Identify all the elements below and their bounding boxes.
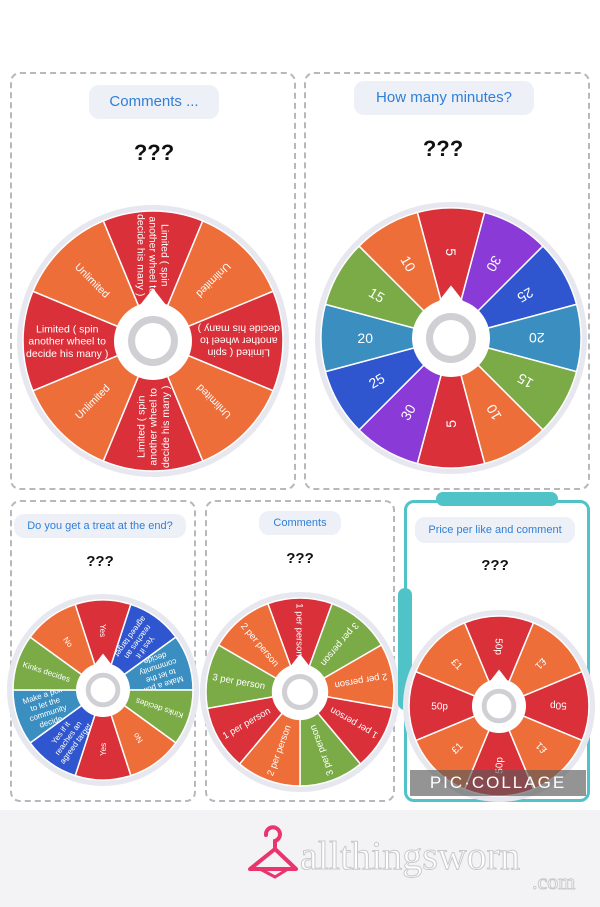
wheel-segment-label: Limited ( spinanother wheel todecide his… [136, 386, 172, 468]
footer-brand: allthingsworn [300, 833, 521, 879]
wheel-segment-label: 30 [483, 253, 505, 275]
wheel-segment [151, 219, 275, 343]
selection-handle-top[interactable] [436, 492, 558, 506]
wheel-hub [114, 302, 192, 380]
wheel-segment-label: 10 [483, 401, 505, 423]
wheel-hub-ring [128, 316, 178, 366]
wheel-segment [31, 219, 155, 343]
treat-label-pill: Do you get a treat at the end? [14, 514, 186, 538]
wheel-segment [414, 621, 501, 708]
comments-result: ??? [133, 140, 175, 165]
treat-result: ??? [86, 553, 114, 570]
wheel-segment [266, 597, 334, 695]
wheel-segment [151, 339, 275, 463]
wheel-segment-label: 20 [529, 330, 545, 346]
comments2-result: ??? [286, 550, 314, 567]
price-result: ??? [481, 557, 509, 574]
wheel-segment [298, 690, 394, 766]
pic-collage-watermark: PIC·COLLAGE [410, 770, 586, 796]
wheel-pointer-icon [437, 285, 465, 303]
comments-label-pill: Comments ... [89, 85, 219, 119]
wheel-segment-label: 10 [397, 253, 419, 275]
wheel-pointer-icon [93, 653, 113, 666]
wheel-segment [31, 339, 155, 463]
top-band [0, 0, 600, 60]
wheel-pointer-icon [139, 288, 167, 306]
wheel-segment-label: 5 [443, 420, 459, 428]
wheel-segment-label: Limited ( spinanother wheel todecide his… [198, 322, 280, 358]
wheel-segment-label: 50p [493, 638, 504, 655]
footer-bar [0, 810, 600, 907]
wheel-segment [497, 670, 590, 742]
wheel-segment-label: 1 per person [294, 603, 305, 656]
minutes-wheel[interactable]: 5 30 25 20 15 10 5 30 25 20 15 10 [311, 198, 591, 478]
minutes-label-pill: How many minutes? [354, 81, 534, 115]
wheel-hub [271, 663, 329, 721]
wheel-hub-ring [85, 672, 121, 708]
wheel-hub-ring [426, 313, 476, 363]
wheel-segment [206, 690, 302, 766]
wheel-segment-label: 15 [514, 370, 536, 392]
wheel-segment-label: Yes [98, 624, 107, 637]
wheel-segment-label: 50p [495, 757, 506, 774]
wheel-hub-ring [281, 673, 319, 711]
hanger-logo-icon [248, 825, 298, 879]
wheel-segment [217, 602, 302, 694]
wheel-segment [22, 290, 155, 392]
wheel-segment-label: 5 [443, 248, 459, 256]
wheel-segment-label: Yes [99, 743, 108, 756]
wheel-segment [463, 615, 535, 708]
wheel-segment [497, 621, 584, 708]
wheel-segment-label: 50p [550, 700, 567, 711]
wheel-segment-label: Limited ( spinanother wheel todecide his… [134, 214, 170, 296]
wheel-segment-label: 20 [357, 330, 373, 346]
wheel-hub-ring [481, 688, 517, 724]
wheel-segment-label: 25 [514, 284, 536, 306]
footer-domain: .com [532, 869, 576, 895]
wheel-segment [102, 339, 204, 472]
wheel-segment-label: 50p [431, 702, 448, 713]
wheel-segment [29, 603, 105, 692]
comments-wheel[interactable]: Limited ( spinanother wheel todecide his… [13, 201, 293, 481]
wheel-hub [412, 299, 490, 377]
wheel-hub [472, 679, 526, 733]
wheel-segment-label: 15 [366, 284, 388, 306]
wheel-segment [408, 670, 501, 742]
wheel-segment [298, 602, 383, 694]
comments2-label-pill: Comments [259, 511, 341, 535]
price-label-pill: Price per like and comment [415, 517, 575, 543]
wheel-segment [102, 210, 204, 343]
minutes-result: ??? [422, 136, 464, 161]
wheel-hub [76, 663, 130, 717]
wheel-segment [151, 290, 284, 392]
wheel-pointer-icon [290, 653, 310, 667]
wheel-pointer-icon [489, 669, 509, 682]
wheel-segment-label: 30 [397, 401, 419, 423]
wheel-segment-label: 25 [366, 370, 388, 392]
